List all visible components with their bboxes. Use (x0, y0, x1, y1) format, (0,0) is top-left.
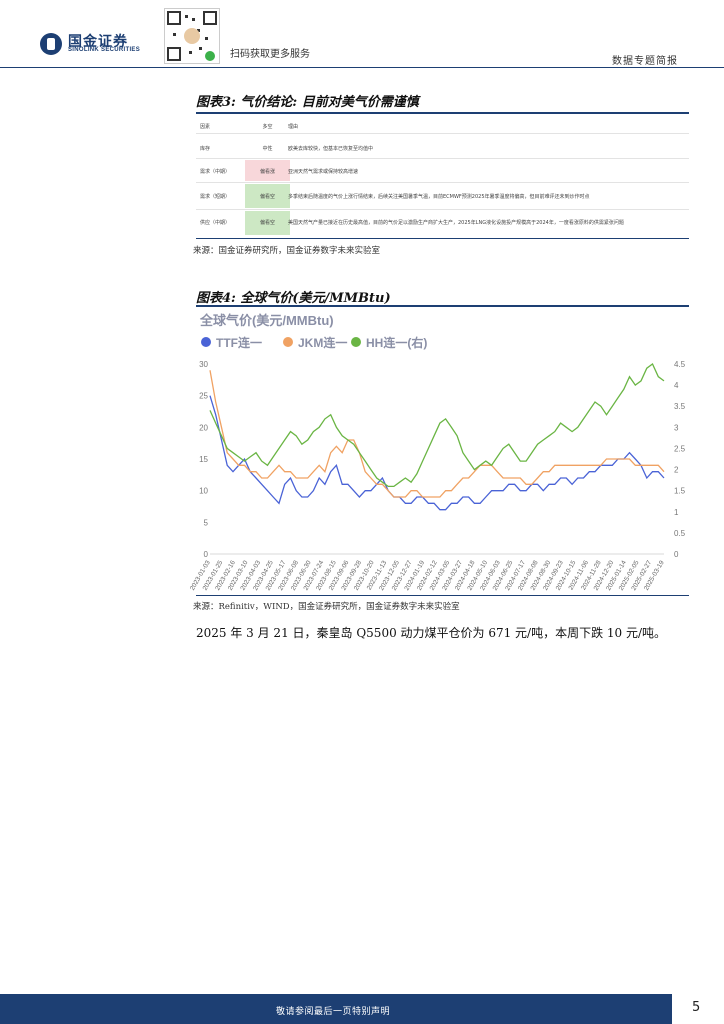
stance-highlight-red (245, 160, 290, 181)
footer-bar (0, 994, 672, 1024)
table-cell-reason: 美国天然气产量已接近在历史最高值，目前的气价足以激励生产商扩大生产，2025年L… (288, 220, 624, 226)
table-divider (196, 182, 689, 183)
table-cell-reason: 欧美去库较快，但基本已恢复至均值中 (288, 146, 374, 152)
page-number: 5 (692, 1000, 701, 1015)
legend-label-jkm: JKM连一 (298, 335, 347, 350)
figure4-title: 图表4: 全球气价(美元/MMBtu) (196, 291, 391, 306)
table-cell-stance: 偏看空 (259, 194, 275, 200)
x-axis-ticks: 2023-01-032023-01-252023-02-162023-03-10… (190, 559, 666, 592)
series-line-HH连一 (209, 363, 665, 488)
table-cell-factor: 供应（中期） (200, 220, 231, 226)
table-header-reason: 理由 (288, 124, 299, 130)
logo-text-en: SINOLINK SECURITIES (68, 47, 141, 53)
table-cell-stance: 偏看涨 (259, 169, 275, 175)
body-paragraph: 2025 年 3 月 21 日，秦皇岛 Q5500 动力煤平仓价为 671 元/… (196, 626, 667, 640)
right-tick-label: 3 (674, 423, 679, 432)
right-tick-label: 4 (674, 381, 679, 390)
table-cell-factor: 库存 (200, 146, 211, 152)
logo-text-cn: 国金证券 (68, 34, 128, 50)
header-divider (0, 67, 724, 68)
table-cell-factor: 需求（短期） (200, 194, 231, 200)
table-cell-stance: 偏看空 (259, 220, 275, 226)
stance-highlight-green (245, 184, 290, 208)
figure3-title: 图表3: 气价结论: 目前对美气价需谨慎 (196, 95, 419, 110)
left-axis-ticks: 0 5 10 15 20 25 30 (199, 360, 208, 559)
series-line-TTF连一 (209, 395, 665, 511)
figure4-top-rule (196, 305, 689, 307)
footer-disclaimer: 敬请参阅最后一页特别声明 (276, 1007, 391, 1017)
stance-highlight-green (245, 211, 290, 235)
series-line-JKM连一 (209, 370, 665, 498)
report-type: 数据专题简报 (612, 56, 678, 67)
right-tick-label: 1.5 (674, 487, 686, 496)
legend-marker-jkm (283, 337, 293, 347)
right-tick-label: 3.5 (674, 402, 686, 411)
left-tick-label: 10 (199, 487, 208, 496)
legend-marker-hh (351, 337, 361, 347)
table-header-factor: 因素 (200, 124, 211, 130)
chart-title: 全球气价(美元/MMBtu) (199, 313, 334, 328)
right-tick-label: 0.5 (674, 529, 686, 538)
series-lines (209, 363, 665, 511)
table-cell-reason: 亚洲天然气需求或保持较高增速 (288, 169, 359, 175)
left-tick-label: 20 (199, 423, 208, 432)
right-tick-label: 2.5 (674, 444, 686, 453)
left-tick-label: 5 (204, 518, 209, 527)
qr-caption: 扫码获取更多服务 (230, 49, 310, 60)
legend-marker-ttf (201, 337, 211, 347)
left-tick-label: 25 (199, 392, 208, 401)
legend-label-hh: HH连一(右) (366, 335, 427, 350)
left-tick-label: 15 (199, 455, 208, 464)
figure3-table: 因素 多空 理由 库存 中性 欧美去库较快，但基本已恢复至均值中 需求（中期） … (196, 116, 689, 238)
right-tick-label: 1 (674, 508, 679, 517)
figure4-source: 来源：Refinitiv，WIND，国金证券研究所，国金证券数字未来实验室 (193, 602, 460, 612)
table-divider (196, 158, 689, 159)
figure3-source: 来源：国金证券研究所，国金证券数字未来实验室 (193, 246, 381, 256)
qr-code-icon[interactable] (164, 8, 220, 64)
right-axis-ticks: 0 0.5 1 1.5 2 2.5 3 3.5 4 4.5 (674, 360, 686, 559)
table-divider (196, 133, 689, 134)
table-cell-factor: 需求（中期） (200, 169, 231, 175)
table-header-stance: 多空 (262, 124, 273, 130)
table-cell-reason: 多季结束后随温度的气价上涨行情结束，后续关注美国暑季气温，目前ECMWF预测20… (288, 194, 590, 200)
gas-price-chart: 全球气价(美元/MMBtu) TTF连一 JKM连一 HH连一(右) 05101… (190, 313, 686, 592)
right-tick-label: 0 (674, 550, 679, 559)
right-tick-label: 2 (674, 466, 679, 475)
left-tick-label: 0 (204, 550, 209, 559)
figure4-bottom-rule (196, 595, 689, 596)
legend-label-ttf: TTF连一 (216, 335, 262, 350)
right-tick-label: 4.5 (674, 360, 686, 369)
figure3-bottom-rule (196, 238, 689, 239)
figure3-top-rule (196, 112, 689, 114)
logo-icon (40, 33, 62, 55)
chart-legend: TTF连一 JKM连一 HH连一(右) (201, 335, 427, 350)
table-divider (196, 209, 689, 210)
table-cell-stance: 中性 (262, 146, 273, 152)
left-tick-label: 30 (199, 360, 208, 369)
